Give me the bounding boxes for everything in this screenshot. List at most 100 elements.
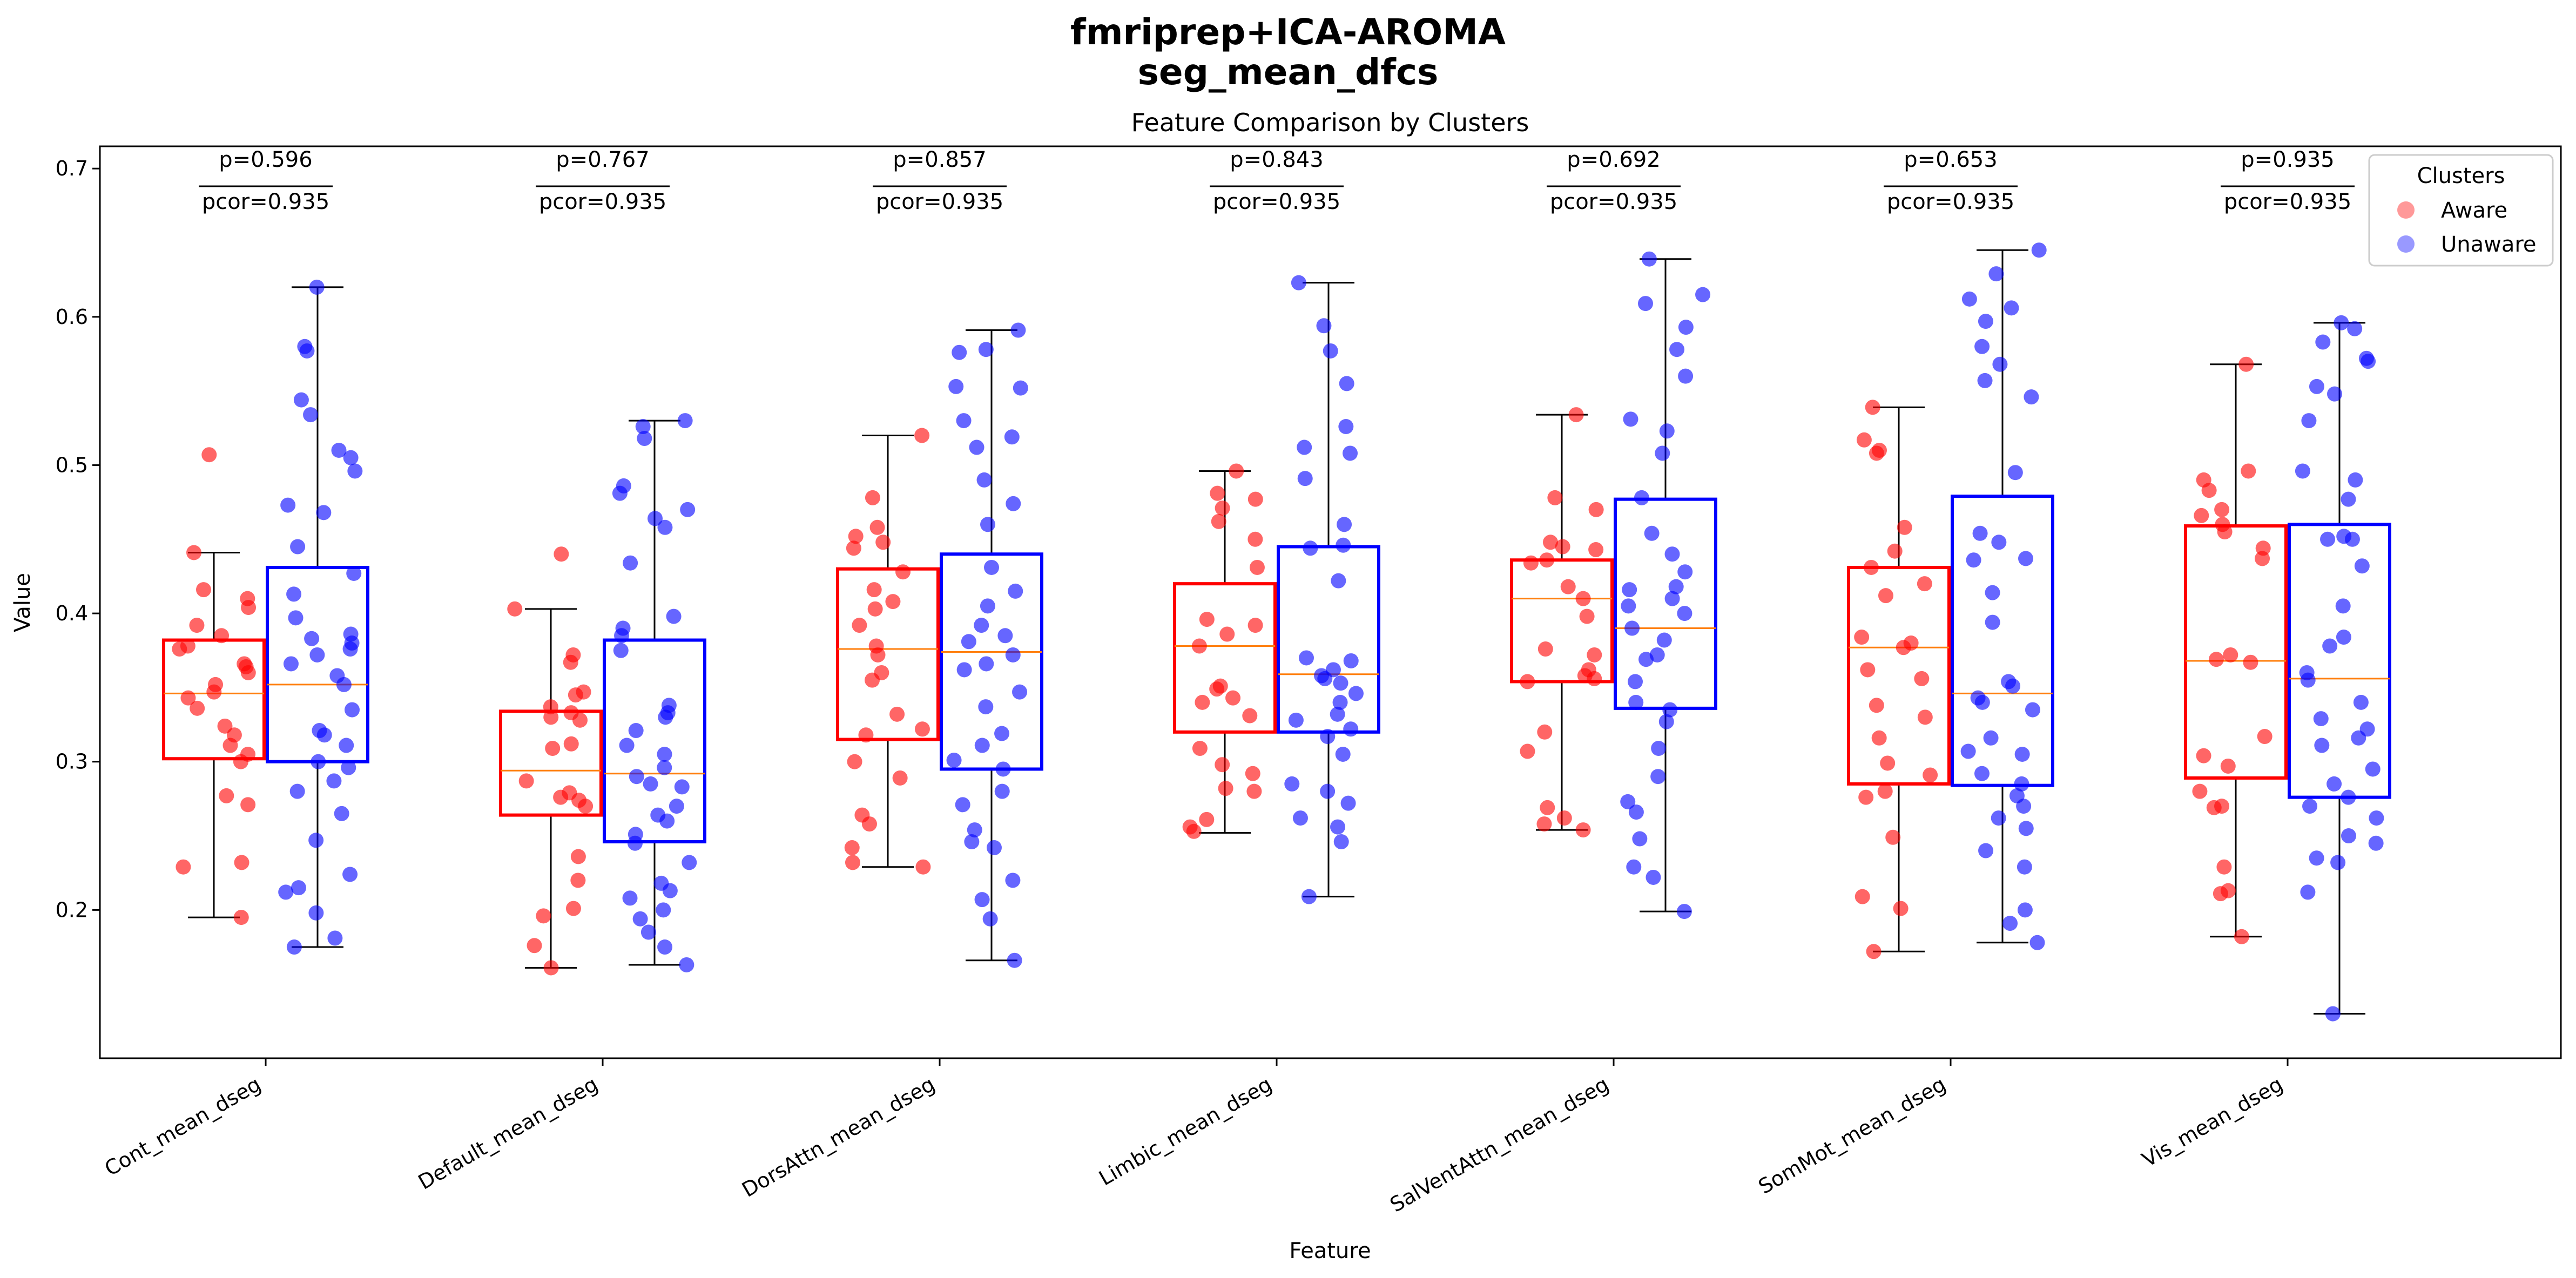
data-point-unaware [327, 930, 343, 946]
data-point-unaware [1320, 729, 1336, 745]
legend-label-aware: Aware [2441, 198, 2507, 223]
data-point-aware [527, 938, 542, 954]
data-point-aware [1869, 445, 1884, 461]
data-point-unaware [978, 699, 994, 715]
data-point-aware [1215, 757, 1230, 773]
data-point-aware [1225, 690, 1241, 706]
data-point-unaware [657, 519, 673, 535]
data-point-unaware [1655, 445, 1670, 461]
legend-marker-unaware [2397, 235, 2415, 253]
data-point-unaware [308, 905, 324, 921]
data-point-unaware [669, 799, 684, 814]
data-point-unaware [976, 472, 992, 488]
data-point-aware [570, 873, 586, 888]
data-point-unaware [2301, 413, 2317, 429]
data-point-aware [1871, 730, 1887, 746]
data-point-aware [914, 428, 930, 443]
pcor-value-label: pcor=0.935 [1887, 190, 2014, 214]
box-aware [1173, 582, 1277, 734]
feature-group-SalVentAttn_mean_dseg: p=0.692 pcor=0.935 SalVentAttn_mean_dseg [1386, 147, 1717, 1217]
data-point-aware [1885, 829, 1901, 845]
data-point-unaware [342, 641, 358, 657]
data-point-unaware [334, 806, 349, 821]
data-point-aware [2257, 729, 2272, 745]
data-point-aware [1555, 539, 1570, 555]
data-point-unaware [1004, 429, 1020, 445]
p-value-label: p=0.692 [1567, 147, 1660, 172]
data-point-aware [1215, 501, 1230, 516]
data-point-aware [1575, 591, 1591, 606]
data-point-unaware [994, 783, 1010, 799]
data-point-unaware [2361, 354, 2376, 369]
data-point-aware [1537, 724, 1553, 740]
data-point-unaware [956, 662, 972, 678]
data-point-unaware [1626, 859, 1642, 875]
data-point-aware [2238, 356, 2254, 372]
feature-group-Cont_mean_dseg: p=0.596 pcor=0.935 Cont_mean_dseg [100, 147, 369, 1181]
data-point-aware [554, 546, 569, 562]
data-point-unaware [1961, 291, 1977, 307]
data-point-unaware [311, 754, 326, 769]
data-point-unaware [632, 911, 648, 927]
data-point-unaware [627, 835, 643, 851]
data-point-unaware [303, 407, 319, 423]
data-point-unaware [979, 656, 994, 672]
data-point-aware [1542, 535, 1558, 550]
data-point-unaware [2327, 776, 2342, 792]
data-point-aware [1210, 485, 1225, 501]
data-point-aware [2194, 508, 2209, 523]
box-aware [162, 638, 266, 761]
box-unaware [603, 638, 706, 844]
figure-suptitle-line2: seg_mean_dfcs [1138, 51, 1439, 93]
data-point-unaware [2351, 730, 2366, 746]
data-point-unaware [643, 776, 658, 792]
data-point-unaware [2313, 711, 2329, 727]
data-point-aware [2213, 886, 2228, 902]
data-point-unaware [2309, 850, 2324, 866]
data-point-aware [563, 654, 578, 670]
data-point-aware [1247, 491, 1263, 507]
data-point-unaware [1695, 287, 1711, 302]
data-point-aware [578, 799, 594, 814]
data-point-unaware [1343, 721, 1359, 737]
p-value-label: p=0.653 [1904, 147, 1997, 172]
data-point-unaware [2017, 902, 2033, 918]
data-point-unaware [289, 783, 305, 799]
data-point-unaware [2004, 300, 2019, 316]
data-point-aware [201, 447, 217, 463]
legend: Clusters Aware Unaware [2368, 154, 2554, 267]
data-point-aware [180, 690, 196, 706]
data-point-aware [861, 816, 877, 832]
data-point-aware [914, 721, 930, 737]
data-point-unaware [1628, 694, 1644, 710]
data-point-unaware [974, 892, 990, 908]
data-point-unaware [316, 727, 332, 743]
data-point-unaware [980, 517, 996, 532]
feature-group-SomMot_mean_dseg: p=0.653 pcor=0.935 SomMot_mean_dseg [1755, 147, 2054, 1199]
data-point-aware [1547, 490, 1563, 505]
data-point-unaware [635, 419, 651, 435]
data-point-aware [869, 519, 885, 535]
data-point-unaware [623, 555, 638, 571]
data-point-unaware [2368, 835, 2384, 851]
data-point-unaware [948, 378, 964, 394]
pcor-value-label: pcor=0.935 [876, 190, 1003, 214]
data-point-aware [1247, 531, 1263, 547]
data-point-unaware [1340, 795, 1356, 811]
data-point-unaware [1336, 537, 1351, 553]
data-point-aware [844, 840, 860, 856]
data-point-unaware [952, 344, 967, 360]
data-point-unaware [946, 752, 962, 768]
figure-suptitle-line1: fmriprep+ICA-AROMA [1070, 11, 1506, 53]
data-point-unaware [1992, 356, 2008, 372]
data-point-unaware [1664, 591, 1680, 606]
legend-frame [2368, 154, 2554, 267]
data-point-unaware [1623, 411, 1638, 427]
data-point-unaware [291, 880, 306, 896]
data-point-aware [1568, 407, 1584, 423]
data-point-aware [1588, 542, 1604, 558]
data-point-unaware [1659, 423, 1675, 439]
y-tick-label: 0.2 [56, 898, 88, 922]
data-point-unaware [2014, 776, 2029, 792]
